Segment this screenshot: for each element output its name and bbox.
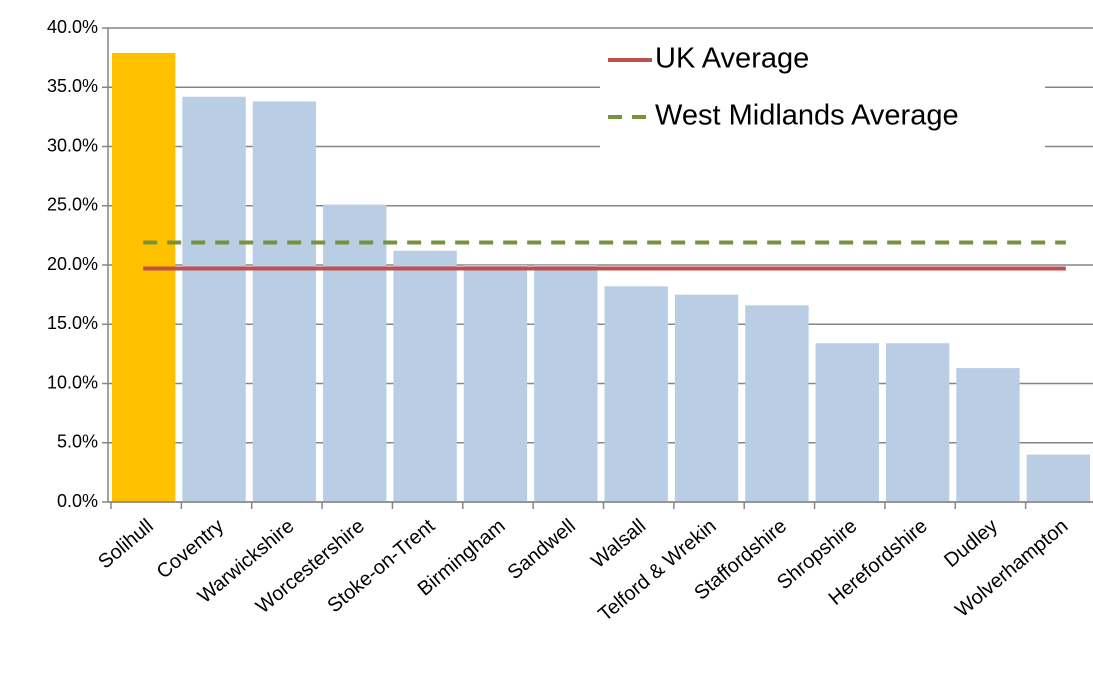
legend-background: [600, 38, 1045, 148]
bar: [463, 265, 528, 502]
bar: [112, 52, 176, 502]
bar: [534, 265, 598, 502]
x-tick-label: Solihull: [94, 515, 158, 573]
bar: [745, 305, 809, 502]
y-tick-label: 15.0%: [47, 313, 98, 333]
bar: [323, 204, 387, 502]
y-tick-label: 35.0%: [47, 76, 98, 96]
y-tick-label: 0.0%: [57, 491, 98, 511]
x-tick-label: Dudley: [940, 515, 1002, 572]
y-tick-label: 20.0%: [47, 254, 98, 274]
legend-label: UK Average: [655, 43, 809, 75]
bar: [885, 343, 950, 502]
bar: [674, 294, 739, 502]
bar: [252, 101, 317, 502]
y-tick-label: 5.0%: [57, 432, 98, 452]
bar: [604, 286, 668, 502]
y-tick-label: 30.0%: [47, 135, 98, 155]
bar: [1026, 454, 1090, 502]
legend-label: West Midlands Average: [655, 100, 959, 132]
bar: [956, 368, 1020, 502]
y-tick-label: 10.0%: [47, 372, 98, 392]
bar: [393, 250, 457, 502]
y-tick-label: 40.0%: [47, 17, 98, 37]
bar: [182, 96, 246, 502]
x-tick-label: Telford & Wrekin: [594, 515, 720, 626]
bar: [815, 343, 879, 502]
x-tick-label: Sandwell: [504, 515, 580, 584]
x-tick-label: Walsall: [587, 515, 650, 573]
y-tick-label: 25.0%: [47, 195, 98, 215]
